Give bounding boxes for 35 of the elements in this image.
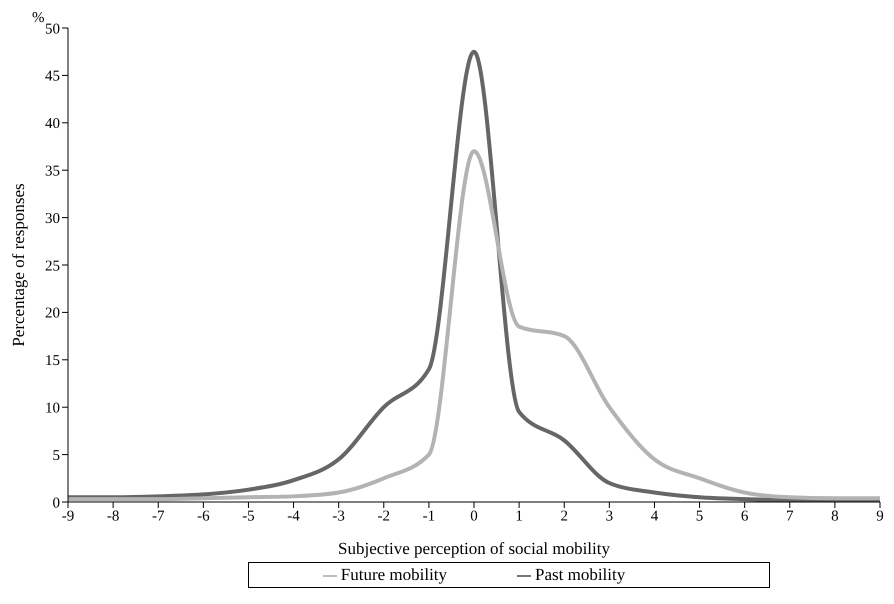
x-tick-label: -6 xyxy=(197,508,210,525)
y-tick-label: 0 xyxy=(52,495,60,512)
legend-label: Past mobility xyxy=(535,565,626,584)
y-tick-label: 30 xyxy=(45,210,60,227)
x-tick-label: 5 xyxy=(696,508,704,525)
x-tick-label: 4 xyxy=(650,508,659,525)
x-axis-title: Subjective perception of social mobility xyxy=(338,539,610,558)
y-tick-label: 10 xyxy=(45,400,60,417)
x-tick-label: 8 xyxy=(831,508,839,525)
x-tick-label: -5 xyxy=(242,508,255,525)
y-tick-label: 45 xyxy=(45,68,60,85)
x-tick-label: 3 xyxy=(606,508,614,525)
y-tick-label: 15 xyxy=(45,353,60,370)
y-tick-label: 40 xyxy=(45,116,60,132)
y-tick-label: 5 xyxy=(52,448,60,464)
x-tick-label: -2 xyxy=(378,508,390,525)
x-tick-label: 1 xyxy=(515,508,523,525)
x-tick-label: -4 xyxy=(287,508,300,525)
x-tick-label: 7 xyxy=(786,508,794,525)
x-tick-label: -7 xyxy=(152,508,165,525)
x-tick-label: -3 xyxy=(332,508,345,525)
x-tick-label: 2 xyxy=(560,508,568,525)
x-tick-label: 9 xyxy=(876,508,884,525)
x-tick-label: -8 xyxy=(106,508,120,525)
x-tick-label: -1 xyxy=(422,508,436,525)
x-tick-label: -9 xyxy=(62,508,74,525)
y-tick-label: 35 xyxy=(45,164,60,180)
y-axis-title: Percentage of responses xyxy=(9,183,28,347)
legend-label: Future mobility xyxy=(340,565,448,584)
y-tick-label: 50 xyxy=(45,21,60,38)
y-tick-label: 25 xyxy=(45,258,60,274)
x-tick-label: 0 xyxy=(470,508,478,525)
y-tick-label: 20 xyxy=(45,306,60,322)
x-tick-label: 6 xyxy=(740,508,749,525)
text: % xyxy=(32,10,44,27)
